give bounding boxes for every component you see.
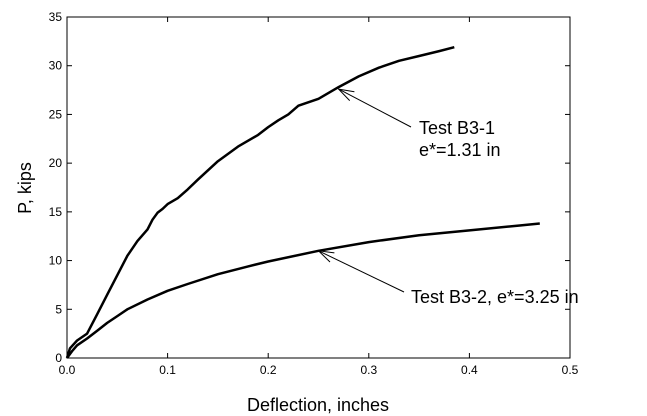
x-axis-label: Deflection, inches bbox=[247, 395, 389, 415]
y-tick-label: 25 bbox=[49, 107, 63, 121]
plot-area bbox=[66, 16, 571, 359]
y-axis-label: P, kips bbox=[15, 162, 35, 214]
x-tick-label: 0.1 bbox=[159, 363, 176, 377]
y-tick-label: 0 bbox=[55, 351, 62, 365]
annotation-arrow-2 bbox=[318, 250, 405, 293]
series-line-2 bbox=[65, 222, 540, 359]
y-tick-label: 10 bbox=[49, 254, 63, 268]
y-tick-label: 5 bbox=[55, 302, 62, 316]
tick-labels: 0.0 0.1 0.2 0.3 0.4 0.5 0 5 10 15 20 25 30 35 bbox=[49, 10, 579, 377]
x-tick-label: 0.3 bbox=[360, 363, 377, 377]
annotation-arrow-1 bbox=[338, 88, 412, 128]
annotations: Test B3-1e*=1.31 in Test B3-2, e*=3.25 in bbox=[317, 88, 579, 307]
y-tick-label: 30 bbox=[49, 59, 63, 73]
annotation-text-1: e*=1.31 in bbox=[419, 140, 501, 160]
y-tick-label: 15 bbox=[49, 205, 63, 219]
series-lines bbox=[65, 45, 540, 359]
annotation-text-2: Test B3-2, e*=3.25 in bbox=[411, 287, 579, 307]
x-tick-label: 0.5 bbox=[562, 363, 579, 377]
plot-frame bbox=[66, 16, 571, 359]
series-line-1 bbox=[65, 45, 455, 359]
annotation-arrowhead-1 bbox=[337, 88, 355, 101]
x-tick-label: 0.4 bbox=[461, 363, 478, 377]
x-tick-label: 0.0 bbox=[59, 363, 76, 377]
y-tick-label: 35 bbox=[49, 10, 63, 24]
annotation-text-1: Test B3-1 bbox=[419, 118, 495, 138]
x-tick-label: 0.2 bbox=[260, 363, 277, 377]
y-tick-label: 20 bbox=[49, 156, 63, 170]
annotation-arrowhead-2 bbox=[317, 250, 335, 263]
